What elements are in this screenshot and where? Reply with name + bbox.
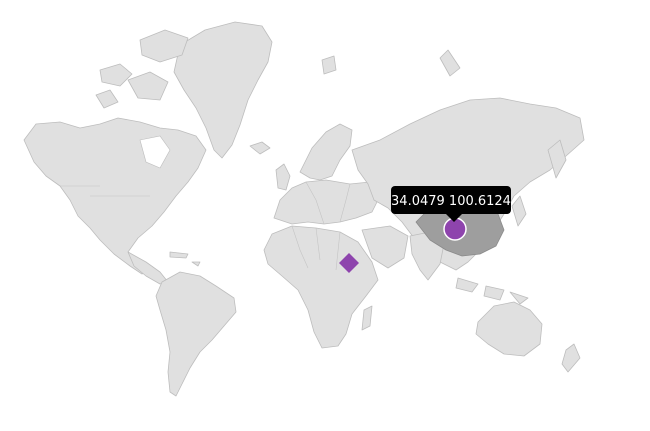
tooltip: 34.0479 100.6124 [391,186,511,222]
australia[interactable] [475,301,543,357]
south-america[interactable] [155,271,237,397]
scandinavia[interactable] [299,123,353,181]
arctic-islands[interactable] [139,29,189,63]
landmasses [23,21,585,397]
tooltip-box [391,186,511,214]
marker-layer [339,217,467,273]
tooltip-text: 34.0479 100.6124 [391,194,511,209]
tooltip-pointer [446,214,462,222]
sudan-marker[interactable] [339,253,359,273]
europe[interactable] [273,179,381,225]
greenland[interactable] [173,21,273,159]
middle-east[interactable] [361,225,409,269]
china-marker[interactable] [443,217,467,241]
africa[interactable] [263,225,379,349]
